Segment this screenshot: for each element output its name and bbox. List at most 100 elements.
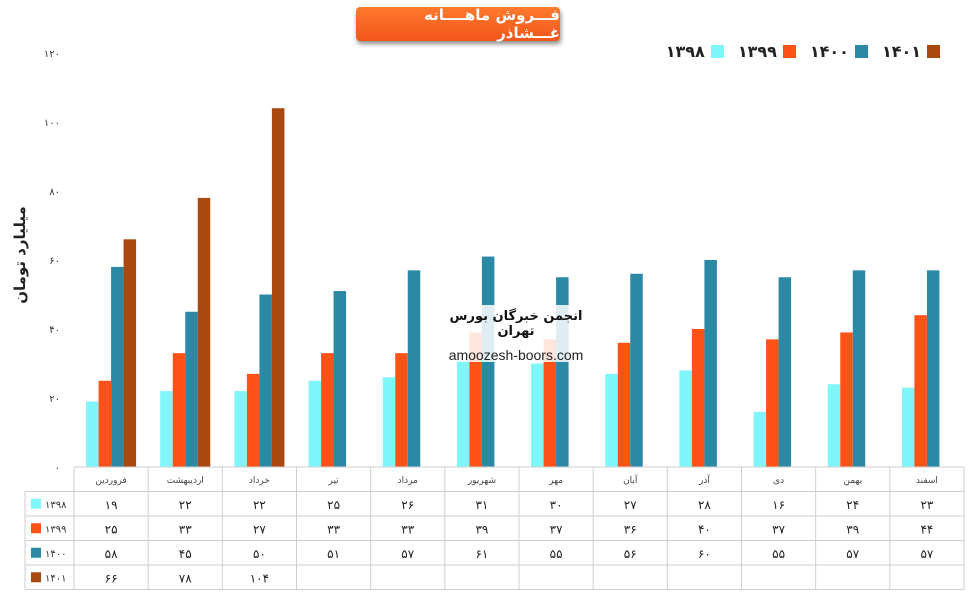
bar-s1401 [271,108,285,467]
table-cell-value: ۴۰ [698,522,711,536]
bar-s1400 [111,266,124,467]
table-cell-value: ۶۶ [105,571,118,585]
bar-s1400 [926,270,940,467]
legend-swatch-1401 [927,44,940,58]
bar-s1398 [531,363,544,467]
x-category-label: اردیبهشت [167,476,204,486]
table-cell-value: ۵۷ [401,547,414,561]
watermark-url: amoozesh-boors.com [448,347,584,363]
bar-s1399 [766,339,779,467]
bar-s1398 [86,401,99,467]
table-cell-value: ۳۷ [550,522,563,536]
table-row-label-s1401: ۱۴۰۱ [45,573,66,584]
table-cell-value: ۲۶ [401,498,414,512]
bar-s1400 [259,294,272,467]
table-cell-value: ۵۸ [105,547,118,561]
x-category-label: تیر [327,476,339,486]
bar-s1399 [395,353,408,467]
table-cell-value: ۴۴ [920,522,933,536]
legend-label-1400: ۱۴۰۰ [809,41,849,61]
y-axis-label: میلیارد تومان [11,206,29,304]
table-cell-value: ۱۰۴ [250,571,269,585]
table-cell-value: ۲۵ [105,522,118,536]
table-cell-value: ۳۷ [772,522,785,536]
bar-s1398 [679,370,692,467]
watermark-title: انجمن خبرگان بورس تهران [449,309,583,339]
table-cell-value: ۵۱ [327,547,340,561]
table-row-swatch-s1400 [31,547,41,558]
x-category-label: مرداد [398,476,418,486]
bar-s1398 [382,377,396,467]
bar-s1399 [840,332,853,467]
legend-label-1398: ۱۳۹۸ [665,41,705,61]
table-row-swatch-s1398 [31,498,41,509]
legend-item-1399: ۱۳۹۹ [738,42,796,61]
bar-s1400 [704,260,717,467]
table-cell-value: ۱۹ [105,498,118,512]
table-cell-value: ۲۲ [253,498,266,512]
table-cell-value: ۲۴ [846,498,859,512]
legend-item-1398: ۱۳۹۸ [666,42,724,61]
bar-s1401 [123,239,137,467]
y-tick-label: ۱۰۰ [44,118,60,129]
y-tick-label: ۶۰ [49,256,60,267]
x-category-label: اسفند [916,476,938,486]
legend-swatch-1399 [782,44,796,58]
table-cell-value: ۳۰ [550,498,563,512]
table-cell-value: ۶۰ [698,547,711,561]
table-cell-value: ۵۵ [550,547,563,561]
bar-s1398 [456,360,470,467]
y-tick-label: ۴۰ [49,325,60,336]
table-cell-value: ۶۱ [475,547,488,561]
bar-s1399 [321,353,334,467]
bar-s1399 [469,332,482,467]
bar-s1399 [691,329,705,467]
bar-s1398 [160,391,173,467]
bar-s1400 [778,277,792,467]
table-cell-value: ۴۵ [179,547,192,561]
watermark: انجمن خبرگان بورس تهران amoozesh-boors.c… [436,305,596,363]
bar-s1400 [333,291,347,467]
y-tick-label: ۸۰ [49,187,60,198]
table-cell-value: ۵۶ [624,547,637,561]
table-cell-value: ۵۷ [920,547,933,561]
legend-swatch-1400 [854,44,868,58]
table-cell-value: ۵۷ [846,547,859,561]
bar-s1399 [914,315,927,467]
legend-label-1399: ۱۳۹۹ [737,41,777,61]
x-category-label: خرداد [249,476,270,486]
bar-s1399 [172,353,186,467]
x-category-label: آبان [623,474,638,486]
table-row-label-s1398: ۱۳۹۸ [45,500,67,511]
bar-s1398 [234,391,247,467]
table-cell-value: ۲۳ [920,498,933,512]
x-category-label: بهمن [843,476,862,486]
table-cell-value: ۳۳ [179,522,192,536]
bar-s1399 [543,339,557,467]
bar-s1399 [246,373,260,467]
bar-s1398 [901,387,915,467]
table-cell-value: ۲۸ [698,498,711,512]
y-tick-label: ۲۰ [49,394,60,405]
bar-s1400 [630,273,643,467]
table-cell-value: ۳۱ [475,498,488,512]
bar-s1400 [852,270,866,467]
chart-title: فـــروش ماهــــانه غـــشاذر [356,6,560,42]
table-cell-value: ۵۰ [253,547,266,561]
table-row-swatch-s1401 [31,572,41,583]
y-tick-label: ۱۲۰ [44,49,60,60]
legend-item-1400: ۱۴۰۰ [810,42,868,61]
table-cell-value: ۱۶ [772,498,785,512]
legend: ۱۴۰۱ ۱۴۰۰ ۱۳۹۹ ۱۳۹۸ [666,40,940,62]
table-row-swatch-s1399 [31,523,41,534]
legend-swatch-1398 [710,44,724,58]
bar-s1400 [185,311,198,467]
table-cell-value: ۲۵ [327,498,340,512]
table-cell-value: ۵۵ [772,547,785,561]
table-cell-value: ۳۹ [475,522,488,536]
bar-s1400 [407,270,421,467]
x-category-label: شهریور [467,476,496,486]
bar-s1398 [753,411,767,467]
table-row-label-s1400: ۱۴۰۰ [45,549,66,560]
